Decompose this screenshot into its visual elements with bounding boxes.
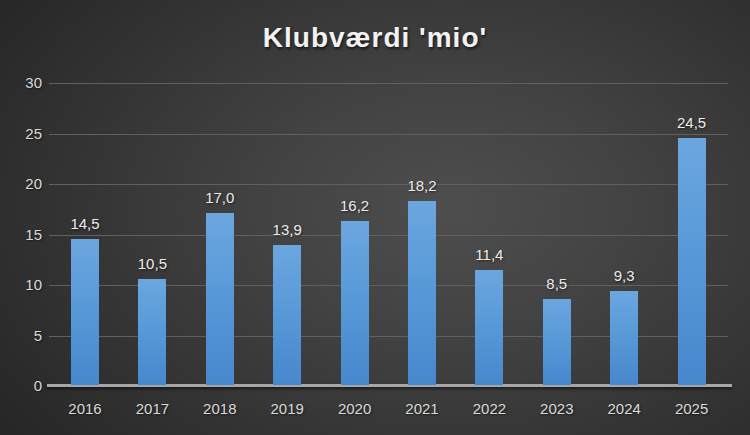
value-label: 13,9 (255, 221, 319, 238)
x-tick-label: 2021 (390, 400, 454, 417)
y-tick-label: 25 (2, 125, 42, 142)
chart-title: Klubværdi 'mio' (0, 22, 750, 54)
chart-canvas: Klubværdi 'mio' 051015202530 20162017201… (0, 0, 750, 435)
plot-area (49, 83, 728, 386)
gridline (49, 235, 728, 236)
x-tick-label: 2024 (592, 400, 656, 417)
x-tick-label: 2017 (120, 400, 184, 417)
value-label: 9,3 (592, 267, 656, 284)
bar-2020 (341, 221, 369, 385)
bar-2018 (206, 213, 234, 385)
x-tick-label: 2019 (255, 400, 319, 417)
y-tick-label: 10 (2, 276, 42, 293)
x-tick-label: 2023 (525, 400, 589, 417)
bar-2017 (138, 279, 166, 385)
value-label: 10,5 (120, 255, 184, 272)
x-tick-label: 2018 (188, 400, 252, 417)
value-label: 24,5 (660, 114, 724, 131)
value-label: 8,5 (525, 275, 589, 292)
bar-2025 (678, 138, 706, 385)
x-tick-label: 2025 (660, 400, 724, 417)
x-tick-label: 2016 (53, 400, 117, 417)
x-tick-label: 2020 (323, 400, 387, 417)
bar-2021 (408, 201, 436, 385)
bar-2022 (475, 270, 503, 385)
value-label: 17,0 (188, 189, 252, 206)
y-tick-label: 15 (2, 226, 42, 243)
y-tick-label: 0 (2, 377, 42, 394)
bar-2016 (71, 239, 99, 385)
gridline (49, 184, 728, 185)
y-tick-label: 30 (2, 74, 42, 91)
x-tick-label: 2022 (457, 400, 521, 417)
bar-2019 (273, 245, 301, 385)
gridline (49, 134, 728, 135)
value-label: 18,2 (390, 177, 454, 194)
value-label: 14,5 (53, 215, 117, 232)
value-label: 16,2 (323, 197, 387, 214)
y-tick-label: 20 (2, 175, 42, 192)
bar-2024 (610, 291, 638, 385)
gridline (49, 83, 728, 84)
y-tick-label: 5 (2, 327, 42, 344)
value-label: 11,4 (457, 246, 521, 263)
bar-2023 (543, 299, 571, 385)
